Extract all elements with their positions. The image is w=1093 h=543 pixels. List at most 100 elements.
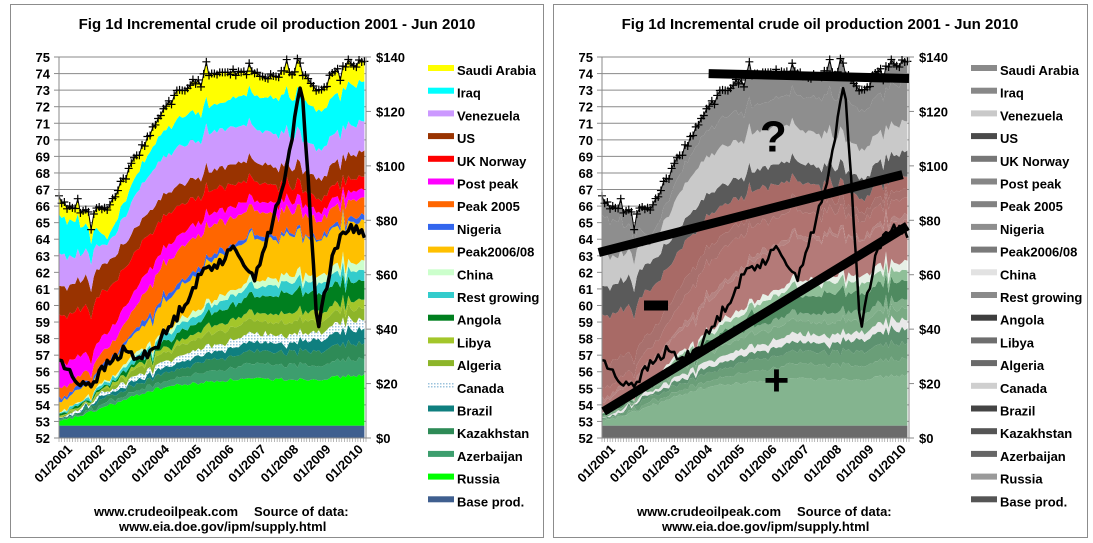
area-series	[602, 294, 908, 418]
y2-tick-label: $20	[919, 377, 941, 392]
y-tick-label: 52	[579, 431, 593, 446]
y-tick-label: 67	[579, 183, 593, 198]
legend-swatch	[971, 450, 997, 457]
legend-label: Kazakhstan	[457, 426, 529, 441]
legend-swatch	[428, 201, 454, 208]
legend-label: Saudi Arabia	[1000, 63, 1080, 78]
y-tick-label: 59	[36, 315, 50, 330]
legend-swatch	[428, 65, 454, 71]
y2-tick-label: $0	[376, 431, 390, 446]
legend-label: UK Norway	[1000, 154, 1070, 169]
production-marker	[739, 82, 748, 91]
production-marker	[73, 194, 82, 203]
legend-label: Venezuela	[457, 108, 521, 123]
production-marker	[884, 62, 893, 71]
legend-label: Libya	[1000, 335, 1035, 350]
y2-tick-label: $140	[919, 50, 948, 65]
production-marker	[135, 151, 144, 160]
legend-swatch	[971, 405, 997, 412]
production-marker	[667, 164, 676, 173]
y-tick-label: 75	[579, 50, 593, 65]
legend-swatch	[971, 382, 997, 389]
legend-swatch	[971, 496, 997, 503]
y-tick-label: 70	[579, 133, 593, 148]
y-tick-label: 68	[36, 166, 50, 181]
legend-label: Iraq	[1000, 86, 1024, 101]
footer-site: www.crudeoilpeak.com	[93, 504, 238, 519]
y-tick-label: 73	[36, 83, 50, 98]
legend-swatch	[428, 473, 454, 480]
y-tick-label: 75	[36, 50, 50, 65]
legend-label: Base prod.	[1000, 494, 1067, 509]
legend-label: Angola	[1000, 313, 1045, 328]
y-tick-label: 68	[579, 166, 593, 181]
production-marker	[903, 57, 912, 66]
production-marker	[836, 54, 845, 63]
legend-swatch	[971, 428, 997, 435]
production-marker	[627, 207, 636, 216]
production-marker	[274, 73, 283, 82]
left-chart: Fig 1d Incremental crude oil production …	[31, 16, 539, 534]
y-tick-label: 61	[36, 282, 50, 297]
area-series	[602, 273, 908, 416]
production-marker	[245, 59, 254, 68]
plateau-line	[708, 69, 910, 84]
area-series	[602, 315, 908, 418]
production-marker	[290, 67, 299, 76]
production-marker	[282, 55, 291, 64]
production-marker	[664, 174, 673, 183]
legend-swatch	[971, 292, 997, 298]
y2-tick-label: $60	[376, 268, 398, 283]
production-marker	[654, 192, 663, 201]
y-tick-label: 57	[579, 348, 593, 363]
legend-swatch	[971, 201, 997, 208]
y-tick-label: 62	[36, 265, 50, 280]
production-marker	[170, 91, 179, 100]
area-series	[59, 150, 365, 320]
area-series	[602, 261, 908, 414]
production-marker	[146, 131, 155, 140]
legend-swatch	[971, 223, 997, 230]
area-series	[602, 356, 908, 421]
y2-tick-label: $0	[919, 431, 933, 446]
production-marker	[689, 131, 698, 140]
y2-tick-label: $80	[376, 213, 398, 228]
area-series	[59, 425, 365, 438]
legend-label: Base prod.	[457, 494, 524, 509]
legend-swatch	[428, 110, 454, 117]
legend-swatch	[428, 155, 454, 162]
production-marker	[309, 82, 318, 91]
legend-label: Algeria	[1000, 358, 1045, 373]
legend-label: Rest growing	[1000, 290, 1082, 305]
production-marker	[162, 102, 171, 111]
y-tick-label: 58	[36, 332, 50, 347]
production-marker	[603, 197, 612, 206]
production-marker	[670, 159, 679, 168]
legend-swatch	[428, 133, 454, 140]
decline-upper-line	[597, 170, 904, 257]
y-tick-label: 65	[579, 216, 593, 231]
area-series	[59, 325, 365, 420]
y-tick-label: 65	[36, 216, 50, 231]
left-chart-panel: Fig 1d Incremental crude oil production …	[10, 4, 544, 538]
production-marker	[151, 120, 160, 129]
legend-label: Post peak	[457, 177, 519, 192]
production-marker	[713, 91, 722, 100]
y-tick-label: 71	[36, 116, 50, 131]
area-series	[59, 251, 365, 414]
legend-label: Kazakhstan	[1000, 426, 1072, 441]
legend-label: Russia	[1000, 472, 1043, 487]
legend-label: Algeria	[457, 358, 502, 373]
legend-label: Nigeria	[457, 222, 502, 237]
legend-label: Azerbaijan	[1000, 449, 1066, 464]
right-chart-panel: Fig 1d Incremental crude oil production …	[553, 4, 1088, 538]
y-tick-label: 53	[36, 414, 50, 429]
production-marker	[646, 206, 655, 215]
area-series	[59, 315, 365, 418]
area-series	[602, 325, 908, 420]
production-marker	[84, 207, 93, 216]
area-series	[602, 339, 908, 421]
production-marker	[699, 111, 708, 120]
legend-swatch	[971, 133, 997, 140]
y-tick-label: 71	[579, 116, 593, 131]
